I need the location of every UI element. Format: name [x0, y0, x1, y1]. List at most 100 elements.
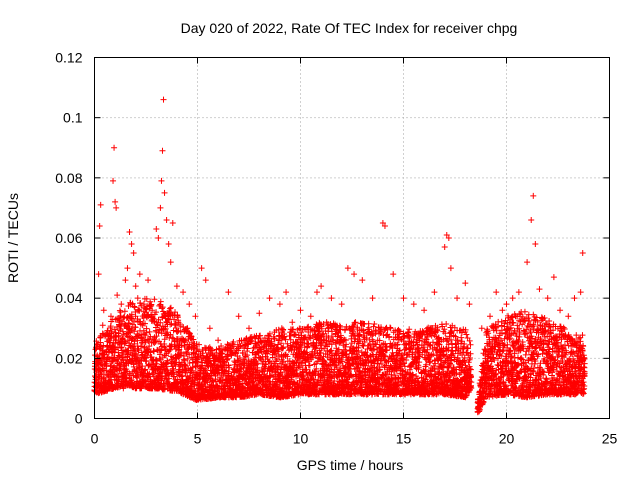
data-point: [150, 315, 157, 322]
data-point: [165, 380, 172, 387]
data-point: [156, 355, 163, 362]
data-point: [184, 325, 191, 332]
data-point: [140, 315, 147, 321]
data-point: [177, 323, 184, 330]
data-point: [167, 304, 174, 311]
data-point: [226, 364, 233, 371]
data-point: [158, 305, 165, 312]
data-point: [131, 328, 138, 335]
data-point: [458, 334, 465, 341]
data-point: [195, 348, 202, 355]
data-point: [124, 359, 131, 366]
data-point: [153, 309, 160, 316]
data-point: [135, 306, 142, 313]
data-point: [181, 338, 188, 345]
data-point: [194, 353, 201, 360]
data-point: [115, 332, 122, 339]
data-point: [140, 371, 147, 378]
data-points: [91, 96, 588, 416]
data-point: [145, 313, 152, 320]
data-point: [131, 318, 138, 325]
data-point: [132, 324, 139, 331]
data-point: [119, 349, 126, 356]
data-point: [116, 307, 123, 314]
data-point: [157, 319, 164, 326]
data-point: [146, 328, 153, 335]
data-point: [188, 367, 195, 374]
data-point: [161, 343, 168, 350]
data-point: [443, 320, 450, 327]
data-point: [182, 337, 189, 344]
data-point: [169, 369, 176, 376]
data-point: [150, 348, 157, 355]
data-point: [146, 370, 153, 377]
data-point: [173, 324, 180, 331]
data-point: [156, 351, 163, 358]
data-point: [143, 295, 150, 302]
data-point: [406, 326, 413, 333]
data-point: [177, 328, 184, 335]
data-point: [134, 337, 141, 344]
data-point: [143, 306, 150, 313]
data-point: [151, 296, 158, 303]
data-point: [111, 354, 118, 361]
data-point: [142, 377, 149, 384]
data-point: [131, 304, 138, 311]
data-point: [306, 362, 313, 369]
data-point: [142, 366, 149, 373]
data-point: [221, 359, 228, 366]
data-point: [161, 336, 168, 343]
data-point: [141, 367, 148, 374]
data-point: [142, 355, 149, 362]
data-point: [193, 341, 200, 348]
data-point: [154, 322, 161, 329]
data-point: [125, 319, 132, 326]
data-point: [170, 327, 177, 334]
data-point: [142, 320, 149, 327]
data-point: [209, 377, 216, 384]
data-point: [190, 336, 197, 343]
data-point: [170, 367, 177, 374]
data-point: [119, 328, 126, 335]
data-point: [139, 363, 146, 370]
data-point: [167, 331, 174, 338]
data-point: [184, 355, 191, 362]
data-point: [126, 320, 133, 327]
data-point: [274, 341, 281, 348]
data-point: [132, 350, 139, 357]
data-point: [115, 352, 122, 359]
data-point: [181, 357, 188, 364]
data-point: [225, 368, 232, 375]
data-point: [141, 344, 148, 351]
data-point: [178, 373, 185, 380]
data-point: [371, 321, 378, 328]
data-point: [153, 333, 160, 340]
data-point: [134, 370, 141, 377]
data-point: [146, 343, 153, 350]
chart-title: Day 020 of 2022, Rate Of TEC Index for r…: [181, 20, 518, 36]
data-point: [224, 353, 231, 360]
data-point: [149, 314, 156, 321]
data-point: [128, 376, 135, 383]
data-point: [118, 370, 125, 377]
data-point: [101, 351, 108, 358]
data-point: [163, 330, 170, 337]
data-point: [144, 312, 151, 319]
data-point: [196, 341, 203, 348]
data-point: [183, 349, 190, 356]
data-point: [467, 341, 474, 348]
data-point: [143, 325, 150, 332]
data-point: [218, 342, 225, 349]
data-point: [148, 301, 155, 308]
data-point: [167, 305, 174, 312]
data-point: [365, 320, 372, 327]
data-point: [157, 298, 164, 305]
data-point: [135, 347, 142, 354]
data-point: [167, 321, 174, 328]
data-point: [128, 314, 135, 321]
data-point: [166, 375, 173, 382]
data-point: [131, 338, 138, 345]
data-point: [98, 371, 105, 378]
data-point: [186, 351, 193, 358]
